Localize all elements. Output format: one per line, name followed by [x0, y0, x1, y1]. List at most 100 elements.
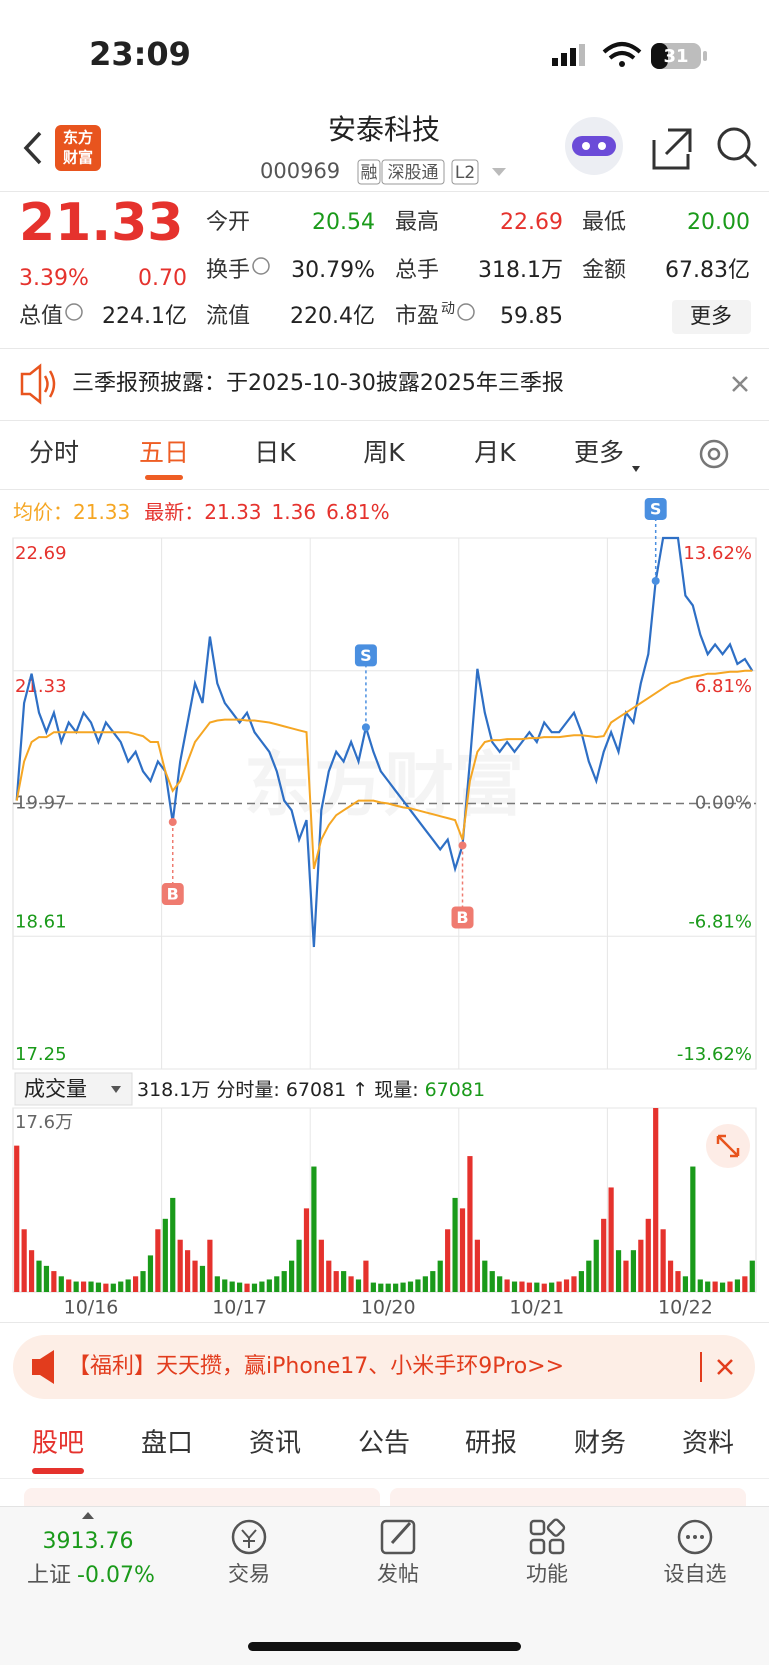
tag-box: [357, 159, 381, 185]
promo-banner[interactable]: [13, 1335, 755, 1399]
index-value: 3913.76: [43, 1529, 134, 1554]
content-tab[interactable]: 资讯: [249, 1429, 301, 1459]
tab[interactable]: 月K: [474, 438, 516, 467]
y-tick-label: 17.25: [15, 1044, 67, 1065]
volume-bar: [734, 1279, 741, 1292]
y-tick-label: 22.69: [15, 543, 67, 564]
tab[interactable]: 五日: [139, 438, 189, 467]
info-icon[interactable]: [252, 257, 270, 275]
x-tick-label: 10/20: [361, 1297, 416, 1319]
bottom-action[interactable]: 发帖: [377, 1562, 419, 1586]
volume-bar: [370, 1282, 376, 1292]
content-tab[interactable]: 研报: [465, 1429, 517, 1459]
notice-close[interactable]: [732, 376, 748, 392]
volume-bar: [199, 1265, 206, 1292]
volume-bar: [118, 1281, 124, 1292]
post-icon[interactable]: [380, 1519, 416, 1555]
field-value: 20.00: [687, 210, 750, 235]
field-label: 总值: [19, 304, 63, 329]
volume-bar: [14, 1145, 20, 1292]
volume-bar: [667, 1260, 674, 1292]
volume-bar: [727, 1281, 733, 1292]
info-icon[interactable]: [65, 303, 83, 321]
volume-bar: [601, 1218, 607, 1292]
tab[interactable]: 分时: [29, 438, 79, 467]
bottom-action[interactable]: 设自选: [664, 1562, 727, 1586]
content-tab[interactable]: 财务: [574, 1429, 626, 1459]
volume-bar: [185, 1250, 191, 1292]
tab[interactable]: 更多: [574, 438, 624, 467]
volume-bar: [303, 1208, 310, 1292]
y-tick-label: 18.61: [15, 911, 67, 932]
change-amount: 0.70: [138, 266, 187, 291]
back-button[interactable]: [23, 131, 42, 165]
function-icon[interactable]: [529, 1518, 566, 1555]
volume-bar: [237, 1282, 243, 1292]
volume-bar: [430, 1271, 436, 1292]
trade-icon[interactable]: [231, 1519, 267, 1555]
search-button[interactable]: [717, 127, 758, 168]
volume-selector-label[interactable]: 成交量: [24, 1077, 87, 1101]
notice-text[interactable]: 三季报预披露：于2025-10-30披露2025年三季报: [72, 371, 564, 396]
more-button-label[interactable]: 更多: [690, 304, 732, 328]
field-value: 22.69: [500, 210, 563, 235]
volume-bar: [482, 1260, 488, 1292]
x-tick-label: 10/22: [658, 1297, 713, 1319]
index-change: -0.07%: [77, 1563, 155, 1588]
volume-bar: [467, 1156, 473, 1292]
volume-bar: [682, 1276, 689, 1292]
info-change-pct: 6.81%: [326, 500, 390, 524]
field-value: 224.1亿: [102, 304, 187, 329]
bottom-action[interactable]: 功能: [526, 1562, 568, 1586]
logo-text: 财富: [63, 149, 93, 167]
settings-button[interactable]: [699, 439, 729, 469]
share-button[interactable]: [652, 128, 692, 170]
home-indicator: [248, 1642, 521, 1651]
watchlist-icon[interactable]: [677, 1519, 713, 1555]
annotation-badge: [354, 644, 377, 667]
volume-bar: [333, 1271, 339, 1292]
volume-bar: [719, 1282, 726, 1292]
volume-bar: [623, 1260, 629, 1292]
volume-bar: [363, 1260, 369, 1292]
volume-bar: [296, 1239, 302, 1292]
volume-bar: [504, 1279, 510, 1292]
volume-bar: [489, 1271, 495, 1292]
volume-bar: [132, 1276, 139, 1292]
content-tab[interactable]: 资料: [682, 1429, 734, 1459]
volume-bar: [155, 1229, 161, 1292]
field-label: 换手: [206, 258, 250, 283]
volume-bar: [214, 1276, 220, 1292]
banner-text[interactable]: 【福利】天天攒，赢iPhone17、小米手环9Pro>>: [68, 1354, 564, 1379]
volume-selector[interactable]: [14, 1072, 133, 1106]
content-tab[interactable]: 盘口: [141, 1429, 193, 1459]
chart-info: 均价：21.33 最新：21.33 1.36 6.81%: [13, 500, 390, 524]
tag-box: [451, 159, 479, 185]
y-tick-label: 17.6万: [15, 1112, 73, 1133]
expand-button[interactable]: [706, 1124, 750, 1168]
megaphone-icon: [32, 1350, 54, 1384]
volume-bar: [497, 1276, 503, 1292]
annotation-label: B: [167, 885, 179, 904]
volume-bar: [207, 1239, 213, 1292]
volume-bar: [274, 1276, 280, 1292]
tab[interactable]: 日K: [254, 438, 296, 467]
volume-bar: [511, 1281, 518, 1292]
more-button[interactable]: [672, 300, 751, 334]
content-tab[interactable]: 股吧: [32, 1429, 84, 1459]
y2-tick-label: -13.62%: [677, 1044, 752, 1065]
tab[interactable]: 周K: [363, 438, 405, 467]
volume-bar: [578, 1271, 584, 1292]
bottom-action[interactable]: 交易: [228, 1562, 270, 1586]
info-change: 1.36: [272, 500, 317, 524]
content-tab[interactable]: 公告: [358, 1429, 410, 1459]
y-tick-label: 19.97: [15, 793, 67, 814]
info-icon[interactable]: [457, 303, 475, 321]
dropdown-arrow: [632, 466, 640, 472]
volume-bar: [28, 1250, 35, 1292]
annotation-point: [361, 723, 370, 732]
volume-bar: [697, 1279, 703, 1292]
banner-close[interactable]: [717, 1359, 733, 1375]
volume-bar: [355, 1279, 362, 1292]
